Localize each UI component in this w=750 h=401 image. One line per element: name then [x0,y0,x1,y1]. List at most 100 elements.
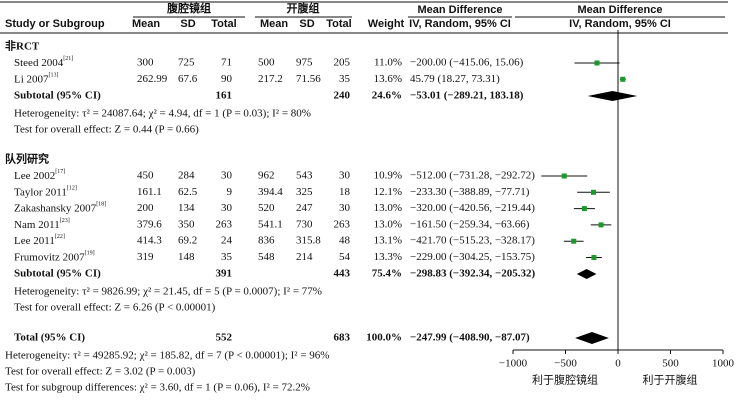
pooled-label: Subtotal (95% CI) [14,90,101,102]
group2-sd: 543 [296,170,313,182]
md-subheader: IV, Random, 95% CI [409,18,511,30]
group2-total: 30 [339,170,351,182]
study-header: Study or Subgroup [5,18,105,30]
group2-total: 443 [334,268,351,280]
group2-mean: 217.2 [258,73,283,85]
weight: 10.9% [374,170,402,182]
favours-right: 利于开腹组 [643,373,698,387]
ci-text: −421.70 (−515.23, −328.17) [410,235,535,247]
group1-header: 腹腔镜组 [167,1,211,15]
group2-total: 54 [339,251,351,263]
group2-sd: 315.8 [296,235,321,247]
group1-mean: 414.3 [137,235,162,247]
ci-text: −233.30 (−388.89, −77.71) [410,186,530,198]
weight: 24.6% [372,90,402,102]
group2-sd: 975 [296,57,313,69]
study-name: Taylor 2011[12] [14,186,77,198]
group2-total: 48 [339,235,351,247]
group2-sd: 214 [296,251,313,263]
study-label: Taylor 2011 [14,186,67,198]
group1-sd: 69.2 [178,235,197,247]
group1-total: 9 [227,186,233,198]
weight: 13.3% [374,251,402,263]
weight: 75.4% [372,268,402,280]
x-tick-label: 0 [615,358,621,370]
group1-total: 161 [216,90,233,102]
group2-mean: 962 [258,170,275,182]
x-tick-label: −1000 [499,358,528,370]
group1-total: 30 [221,202,233,214]
group2-mean: 520 [258,202,275,214]
group2-total: 240 [334,90,351,102]
effect-square [594,60,600,66]
study-name: Nam 2011[23] [14,218,70,230]
group2-mean: 548 [258,251,275,263]
group1-mean: 200 [137,202,154,214]
plot-header: Mean Difference [578,4,663,16]
group2-total: 263 [334,218,351,230]
weight: 100.0% [366,332,402,344]
study-ref: [21] [63,56,73,62]
sd-header: SD [180,18,195,30]
group1-total: 391 [216,268,233,280]
study-ref: [23] [60,218,70,224]
weight: 13.0% [374,218,402,230]
effect-square [620,76,626,82]
md-header: Mean Difference [418,4,503,16]
group1-sd: 134 [178,202,195,214]
overall-effect: Test for overall effect: Z = 3.02 (P = 0… [5,366,196,378]
ci-text: −512.00 (−731.28, −292.72) [410,170,535,182]
study-ref: [18] [96,202,106,208]
subgroup-differences: Test for subgroup differences: χ² = 3.60… [5,382,310,394]
group2-sd: 71.56 [296,73,321,85]
group1-mean: 161.1 [137,186,162,198]
pooled-label: Total (95% CI) [14,332,85,344]
favours-left: 利于腹腔镜组 [532,373,598,387]
x-tick-label: 1000 [712,358,735,370]
study-name: Frumovitz 2007[19] [14,251,95,263]
group1-sd: 725 [178,57,195,69]
group1-total: 30 [221,170,233,182]
group2-sd: 730 [296,218,313,230]
group2-mean: 541.1 [258,218,283,230]
subgroup-name: 非RCT [5,39,40,53]
mean-header: Mean [132,18,160,30]
group2-sd: 325 [296,186,313,198]
group1-total: 263 [216,218,233,230]
group1-total: 71 [221,57,232,69]
effect-square [571,238,577,244]
overall-effect: Test for overall effect: Z = 0.44 (P = 0… [14,124,199,136]
weight: 13.1% [374,235,402,247]
subgroup-name: 队列研究 [5,152,49,166]
group2-mean: 394.4 [258,186,283,198]
group2-total: 30 [339,202,351,214]
effect-square [591,189,597,195]
pooled-diamond [587,91,638,101]
study-ref: [22] [55,235,65,241]
group1-total: 552 [216,332,233,344]
study-name: Steed 2004[21] [14,56,73,68]
group2-total: 205 [334,57,351,69]
weight: 11.0% [374,57,402,69]
study-label: Lee 2002 [14,170,55,182]
group2-sd: 247 [296,202,313,214]
group1-mean: 450 [137,170,154,182]
ci-text: −53.01 (−289.21, 183.18) [410,90,524,102]
weight: 13.0% [374,202,402,214]
weight-header: Weight [368,18,405,30]
heterogeneity: Heterogeneity: τ² = 9826.99; χ² = 21.45,… [14,286,322,298]
group2-total: 683 [334,332,351,344]
pooled-diamond [575,332,609,344]
effect-square [598,222,604,228]
heterogeneity: Heterogeneity: τ² = 24087.64; χ² = 4.94,… [14,108,311,120]
study-ref: [13] [49,73,59,79]
group1-mean: 379.6 [137,218,162,230]
group2-total: 18 [339,186,351,198]
effect-square [581,206,587,212]
group1-total: 24 [221,235,233,247]
group1-total: 90 [221,73,233,85]
study-name: Lee 2002[17] [14,169,65,181]
study-label: Steed 2004 [14,57,64,69]
ci-text: 45.79 (18.27, 73.31) [410,73,500,85]
group1-sd: 62.5 [178,186,198,198]
